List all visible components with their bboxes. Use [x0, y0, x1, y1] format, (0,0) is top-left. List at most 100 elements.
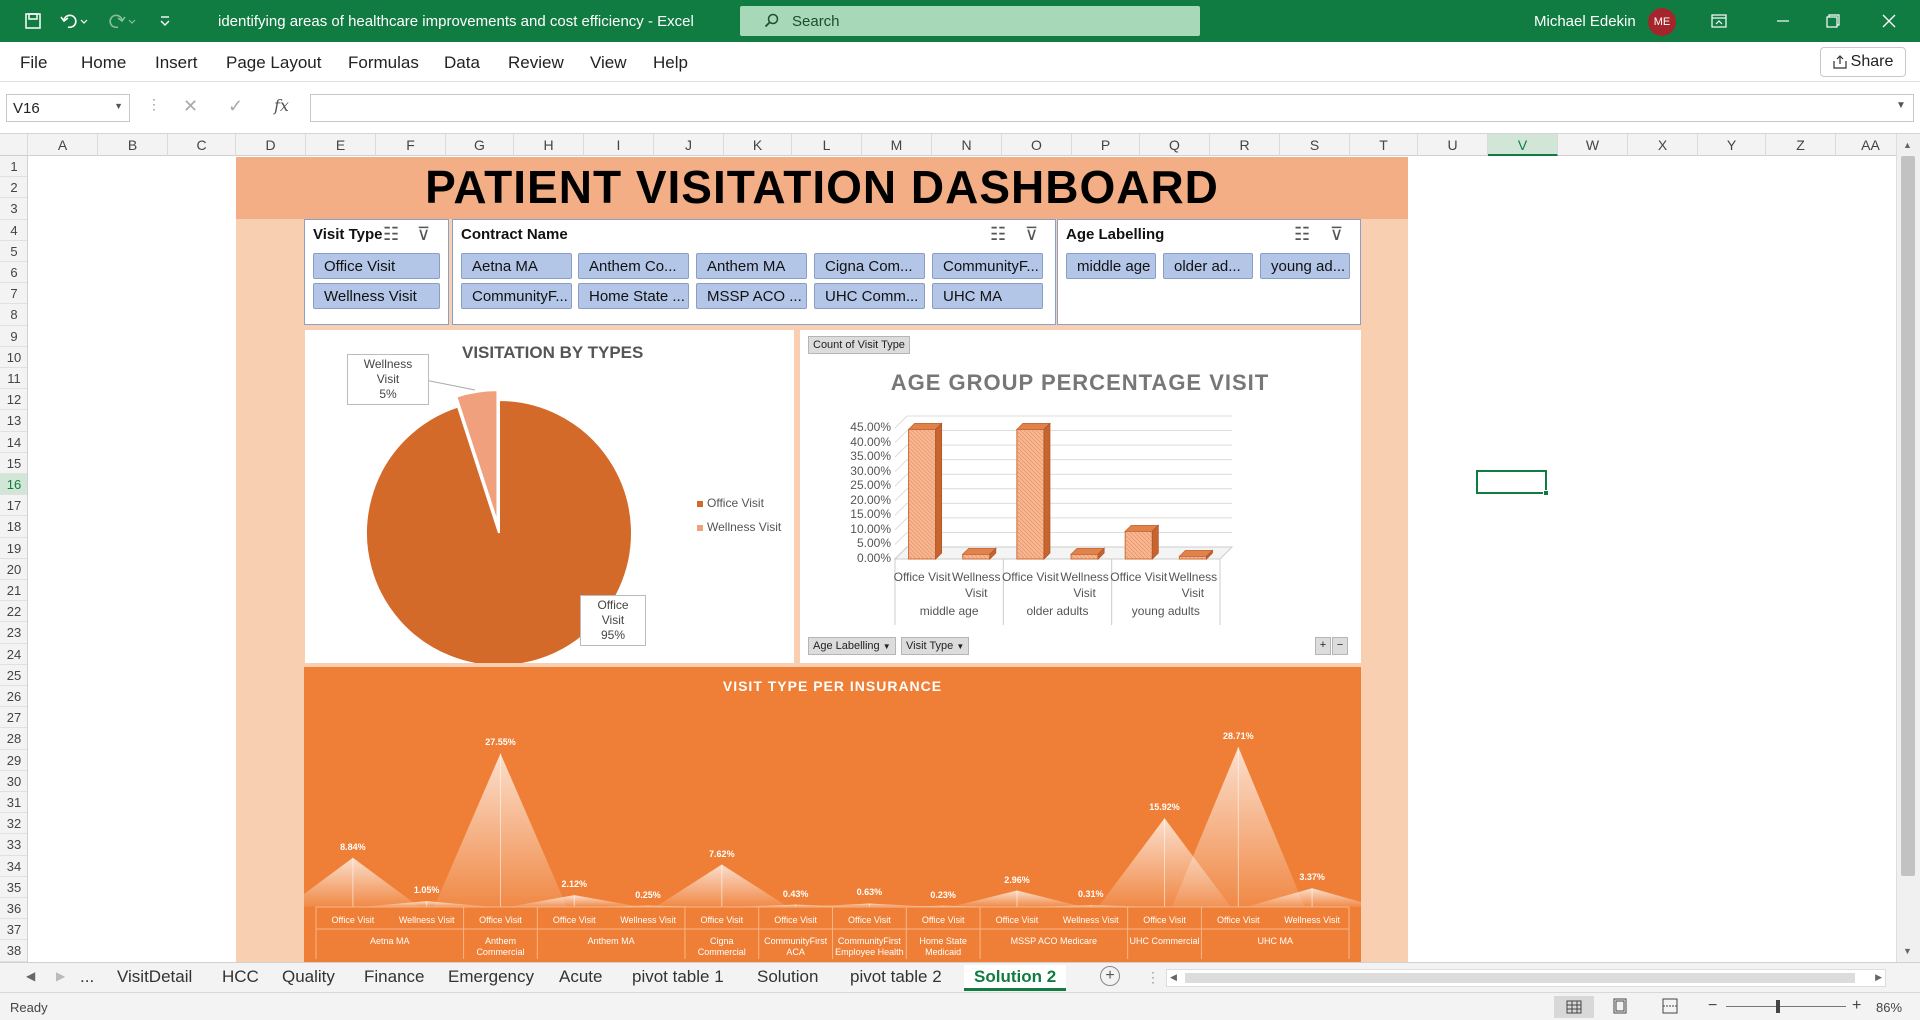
- column-header-q[interactable]: Q: [1140, 134, 1210, 156]
- menu-review[interactable]: Review: [508, 53, 564, 72]
- row-header-3[interactable]: 3: [0, 198, 27, 220]
- row-header-17[interactable]: 17: [0, 495, 27, 517]
- column-header-i[interactable]: I: [584, 134, 654, 156]
- column-header-a[interactable]: A: [28, 134, 98, 156]
- row-header-31[interactable]: 31: [0, 792, 27, 814]
- bar-4[interactable]: [1124, 524, 1160, 560]
- column-header-x[interactable]: X: [1628, 134, 1698, 156]
- row-header-14[interactable]: 14: [0, 432, 27, 453]
- slicer-item[interactable]: CommunityF...: [932, 253, 1043, 279]
- horizontal-scrollbar[interactable]: ◀ ▶: [1166, 969, 1886, 987]
- row-header-27[interactable]: 27: [0, 707, 27, 729]
- expand-formula-icon[interactable]: ▼: [1896, 100, 1906, 111]
- ribbon-display-icon[interactable]: [1696, 0, 1742, 42]
- row-header-16[interactable]: 16: [0, 474, 27, 496]
- row-header-22[interactable]: 22: [0, 601, 27, 623]
- slicer-item[interactable]: Anthem Co...: [578, 253, 689, 279]
- hscroll-left-icon[interactable]: ◀: [1170, 972, 1177, 982]
- menu-help[interactable]: Help: [653, 53, 688, 72]
- column-header-n[interactable]: N: [932, 134, 1002, 156]
- tab-finance[interactable]: Finance: [364, 967, 425, 986]
- row-header-7[interactable]: 7: [0, 283, 27, 305]
- field-button-age-labelling[interactable]: Age Labelling ▼: [808, 637, 896, 655]
- row-header-5[interactable]: 5: [0, 241, 27, 262]
- zoom-level[interactable]: 86%: [1876, 1000, 1903, 1015]
- slicer-item[interactable]: older ad...: [1163, 253, 1253, 279]
- pie-slice-wellness-visit[interactable]: [455, 389, 499, 524]
- zoom-out-icon[interactable]: −: [1708, 997, 1718, 1014]
- tab-scroll-right-icon[interactable]: ▶: [56, 969, 66, 983]
- row-header-4[interactable]: 4: [0, 220, 27, 241]
- menu-formulas[interactable]: Formulas: [348, 53, 419, 72]
- tab-scroll-left-icon[interactable]: ◀: [26, 969, 36, 983]
- slicer-item[interactable]: Office Visit: [313, 253, 440, 279]
- row-header-36[interactable]: 36: [0, 898, 27, 920]
- slicer-item[interactable]: young ad...: [1260, 253, 1350, 279]
- tab-pivot-table-2[interactable]: pivot table 2: [850, 967, 942, 986]
- scroll-down-icon[interactable]: ▼: [1903, 946, 1912, 956]
- tab-hcc[interactable]: HCC: [222, 967, 259, 986]
- pie-slice-office-visit[interactable]: [365, 398, 633, 663]
- tab-acute[interactable]: Acute: [559, 967, 603, 986]
- row-header-12[interactable]: 12: [0, 389, 27, 411]
- formula-input[interactable]: [310, 94, 1914, 122]
- menu-page-layout[interactable]: Page Layout: [226, 53, 322, 72]
- page-layout-view-icon[interactable]: [1612, 998, 1628, 1014]
- field-button-count-of-visit-type[interactable]: Count of Visit Type: [808, 336, 910, 354]
- row-header-2[interactable]: 2: [0, 177, 27, 199]
- column-header-u[interactable]: U: [1418, 134, 1488, 156]
- slicer-item[interactable]: UHC Comm...: [814, 283, 925, 309]
- area-peak[interactable]: [1245, 888, 1361, 907]
- scroll-up-icon[interactable]: ▲: [1903, 140, 1912, 150]
- hscroll-thumb[interactable]: [1185, 973, 1855, 983]
- slicer-item[interactable]: Aetna MA: [461, 253, 572, 279]
- column-header-z[interactable]: Z: [1766, 134, 1836, 156]
- bar-chart-panel[interactable]: [800, 330, 1361, 663]
- column-header-r[interactable]: R: [1210, 134, 1280, 156]
- column-header-v[interactable]: V: [1488, 134, 1558, 156]
- column-header-l[interactable]: L: [792, 134, 862, 156]
- close-icon[interactable]: [1866, 0, 1912, 42]
- tab-quality[interactable]: Quality: [282, 967, 335, 986]
- row-header-20[interactable]: 20: [0, 559, 27, 580]
- scroll-thumb[interactable]: [1901, 156, 1915, 876]
- zoom-in-icon[interactable]: +: [1852, 997, 1862, 1014]
- row-header-21[interactable]: 21: [0, 580, 27, 602]
- slicer-item[interactable]: MSSP ACO ...: [696, 283, 807, 309]
- row-header-6[interactable]: 6: [0, 262, 27, 284]
- column-header-k[interactable]: K: [724, 134, 792, 156]
- row-header-23[interactable]: 23: [0, 622, 27, 644]
- selected-cell[interactable]: [1476, 470, 1549, 496]
- row-header-25[interactable]: 25: [0, 665, 27, 686]
- field-button-visit-type[interactable]: Visit Type ▼: [901, 637, 970, 655]
- column-header-d[interactable]: D: [236, 134, 306, 156]
- share-button[interactable]: Share: [1820, 47, 1906, 77]
- column-header-c[interactable]: C: [168, 134, 236, 156]
- row-header-18[interactable]: 18: [0, 516, 27, 538]
- bar-0[interactable]: [907, 422, 943, 560]
- tab-splitter-icon[interactable]: ⋮: [1146, 969, 1160, 985]
- row-header-1[interactable]: 1: [0, 156, 27, 178]
- row-header-26[interactable]: 26: [0, 686, 27, 708]
- name-box[interactable]: V16 ▼: [6, 94, 130, 122]
- row-header-10[interactable]: 10: [0, 347, 27, 368]
- avatar[interactable]: ME: [1648, 8, 1676, 36]
- page-break-view-icon[interactable]: [1662, 998, 1678, 1014]
- multi-select-icon[interactable]: ☷: [383, 224, 400, 244]
- enter-icon[interactable]: ✓: [228, 96, 244, 116]
- tab-visitdetail[interactable]: VisitDetail: [117, 967, 193, 986]
- menu-home[interactable]: Home: [81, 53, 127, 72]
- minimize-icon[interactable]: [1760, 0, 1806, 42]
- insert-function-icon[interactable]: fx: [274, 96, 289, 115]
- row-header-13[interactable]: 13: [0, 410, 27, 432]
- zoom-slider-thumb[interactable]: [1776, 1000, 1780, 1013]
- menu-data[interactable]: Data: [444, 53, 480, 72]
- slicer-item[interactable]: Cigna Com...: [814, 253, 925, 279]
- row-header-30[interactable]: 30: [0, 771, 27, 792]
- clear-filter-icon[interactable]: ⊽: [1025, 224, 1039, 244]
- customize-quick-access-icon[interactable]: [152, 8, 178, 34]
- row-header-19[interactable]: 19: [0, 538, 27, 559]
- hscroll-right-icon[interactable]: ▶: [1875, 972, 1882, 982]
- tab-emergency[interactable]: Emergency: [448, 967, 534, 986]
- column-header-e[interactable]: E: [306, 134, 376, 156]
